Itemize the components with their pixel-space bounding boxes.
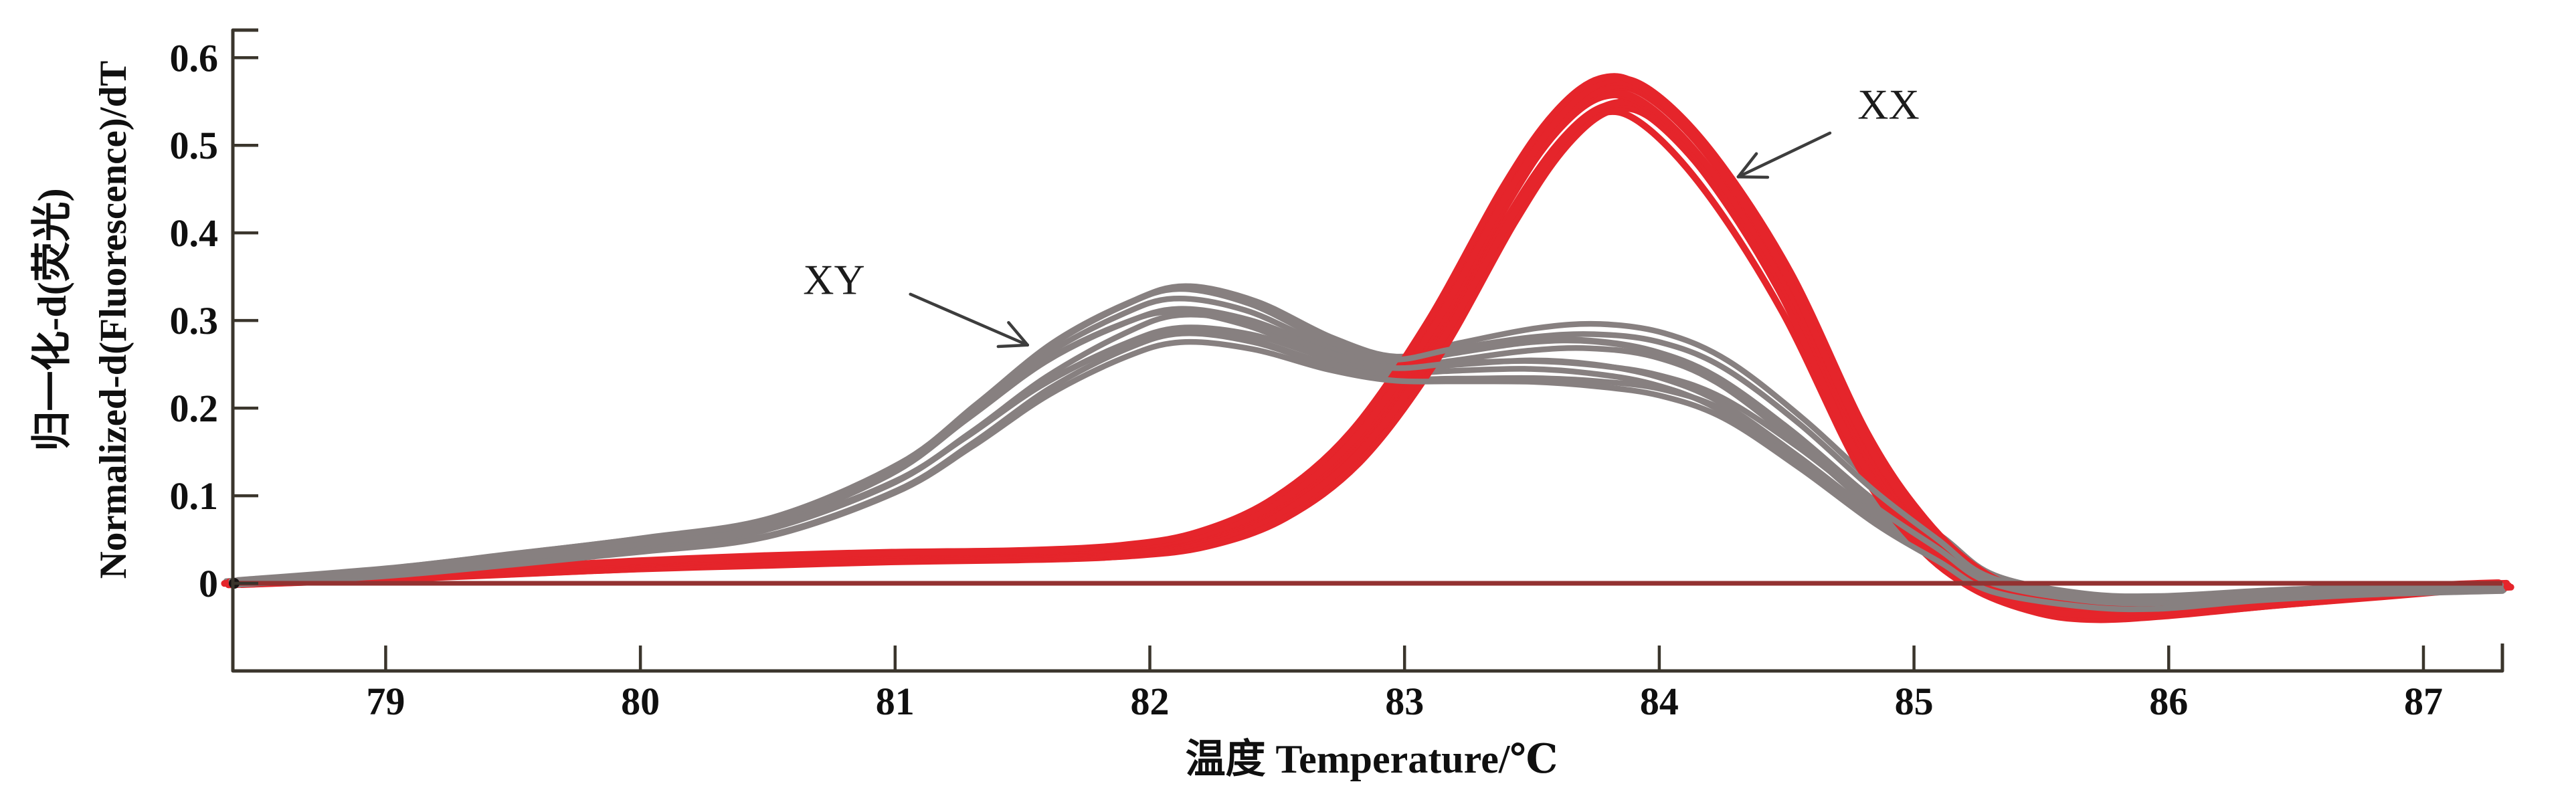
y-tick-label: 0.4 [170, 211, 219, 255]
x-tick-label: 80 [621, 680, 660, 723]
x-tick-labels: 79 80 81 82 83 84 85 86 87 [366, 680, 2443, 723]
melt-curve-xy [230, 338, 2506, 613]
annotation-arrow-head [996, 343, 1030, 349]
melt-curve-xx [232, 82, 2508, 611]
melt-curve-xy [228, 312, 2504, 607]
y-tick-label: 0.1 [170, 474, 219, 518]
x-tick-label: 87 [2404, 680, 2443, 723]
annotation-arrow-shaft [1736, 131, 1832, 179]
x-tick-label: 83 [1385, 680, 1424, 723]
axis-spine [231, 28, 2504, 673]
annotation-arrow-shaft [909, 292, 1030, 347]
y-tick-label: 0.6 [170, 36, 219, 80]
melt-curve-xx [225, 73, 2502, 605]
annotations: XY XX [803, 81, 1920, 349]
y-tick-labels: 0 0.1 0.2 0.3 0.4 0.5 0.6 [170, 36, 219, 605]
y-tick-label: 0.3 [170, 299, 219, 342]
melt-curve-xy [228, 286, 2504, 601]
annotation-label-xy: XY [803, 256, 864, 304]
x-tick-label: 81 [876, 680, 915, 723]
melt-curve-xx [232, 84, 2508, 613]
melt-curve-xx [234, 75, 2510, 606]
x-tick-label: 85 [1895, 680, 1934, 723]
y-tick-label: 0.5 [170, 124, 219, 167]
y-axis-title-en: Normalized-d(Fluorescence)/dT [92, 61, 134, 579]
y-tick-label: 0 [199, 562, 218, 605]
melt-curve-xx [229, 78, 2506, 608]
annotation-arrow-head [1007, 320, 1030, 347]
y-tick-label: 0.2 [170, 387, 219, 430]
x-tick-label: 82 [1131, 680, 1170, 723]
curve-bundles [221, 73, 2514, 623]
y-axis-title-cn: 归一化-d(荧光) [30, 188, 74, 451]
x-tick-label: 79 [366, 680, 405, 723]
axis-ticks [233, 56, 2425, 671]
annotation-arrow-head [1736, 152, 1758, 179]
x-axis-title: 温度 Temperature/℃ [1186, 737, 1558, 781]
x-tick-label: 84 [1640, 680, 1679, 723]
x-tick-label: 86 [2149, 680, 2188, 723]
annotation-label-xx: XX [1857, 81, 1919, 128]
